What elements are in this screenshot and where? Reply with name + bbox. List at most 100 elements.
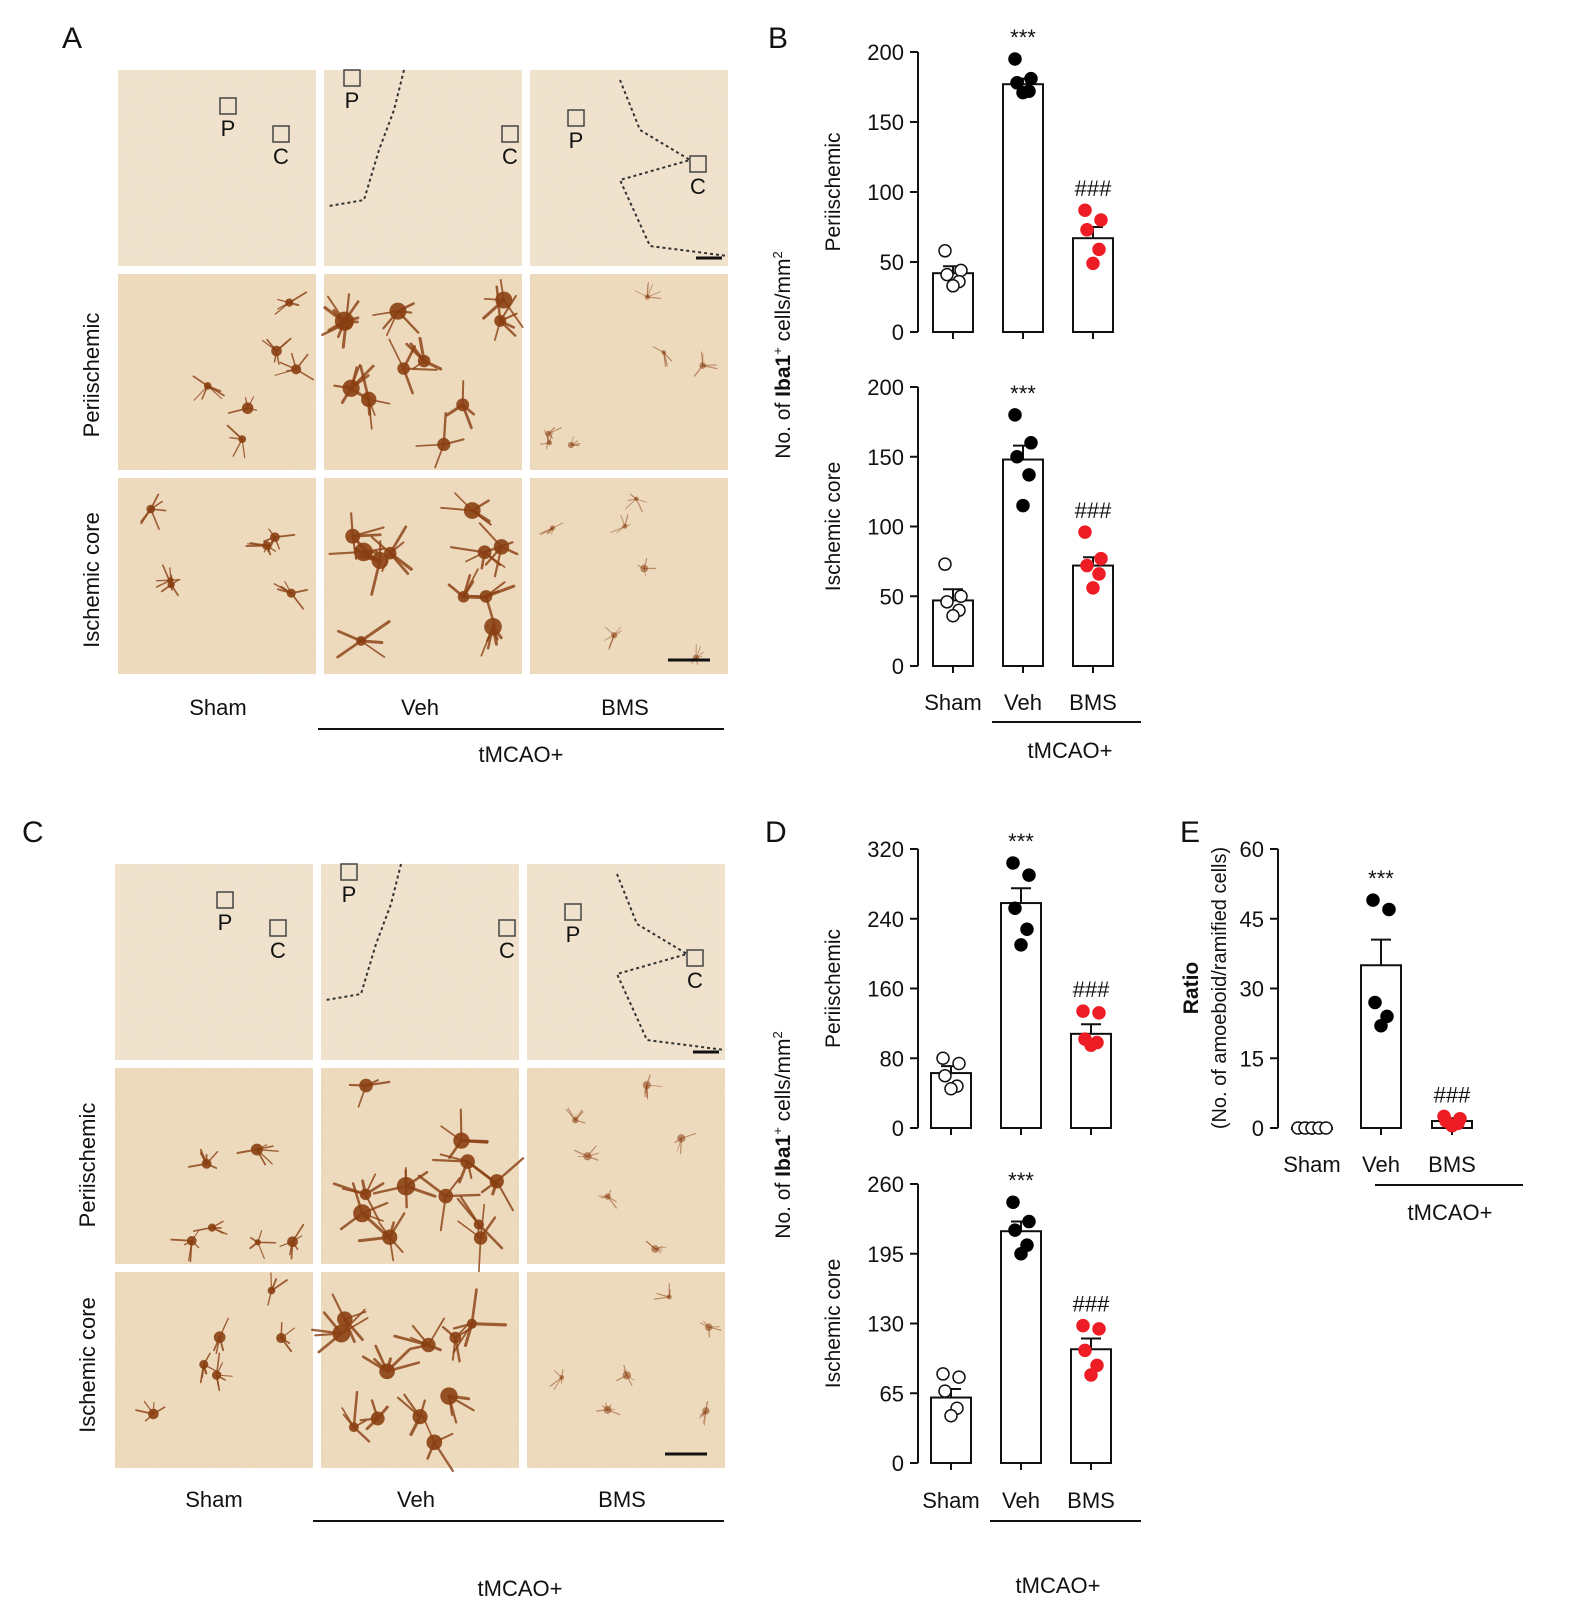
data-point	[944, 1409, 958, 1423]
microglia-cell	[276, 1322, 295, 1353]
micrograph-texture	[321, 1272, 519, 1468]
microglia-cell	[538, 522, 564, 536]
microglia-cell	[565, 1107, 586, 1124]
significance-label: ***	[1010, 25, 1036, 50]
microglia-cell	[273, 581, 309, 610]
micrograph-texture	[321, 864, 519, 1060]
data-point	[1008, 408, 1022, 422]
data-point	[1092, 567, 1106, 581]
data-point	[1008, 52, 1022, 66]
ylabel-e-sub: (No. of amoeboid/ramified cells)	[1209, 847, 1231, 1129]
y-tick-label: 0	[892, 1451, 904, 1476]
data-point	[1445, 1118, 1459, 1133]
micrograph-a-r0-c2: PC	[530, 70, 729, 266]
y-tick-label: 0	[892, 320, 904, 345]
chart-d-top: 0 80 160 240 320 Periischemic *** ###	[822, 829, 1112, 1141]
data-point	[936, 1051, 950, 1065]
data-point	[938, 557, 952, 571]
marker-box-p	[343, 69, 361, 87]
y-tick-label: 130	[867, 1312, 904, 1337]
microglia-cell	[135, 1400, 166, 1422]
micrograph-c-r1-c2	[527, 1068, 725, 1264]
microglia-cell	[645, 1240, 667, 1254]
data-point	[1092, 1322, 1106, 1336]
category-label-bms: BMS	[1067, 1488, 1115, 1513]
microglia-cell	[341, 1390, 371, 1443]
data-point	[938, 1384, 952, 1398]
data-point	[952, 1370, 966, 1384]
microglia-cell	[326, 295, 360, 338]
microglia-cell	[357, 1212, 406, 1262]
bar-veh	[1000, 1230, 1042, 1464]
col-label-a-veh: Veh	[401, 695, 439, 720]
micrograph-c-r2-c1	[311, 1272, 519, 1473]
row-label-a-ischemic-core: Ischemic core	[79, 512, 104, 648]
micrograph-a-r1-c2	[530, 274, 728, 470]
row-label-a-periischemic: Periischemic	[79, 313, 104, 438]
ylabel-d-sup2: 2	[770, 1031, 785, 1038]
category-label-bms: BMS	[1428, 1152, 1476, 1177]
chart-ylabel: Ischemic core	[822, 1259, 845, 1389]
data-point	[1380, 1009, 1394, 1024]
microglia-cell	[422, 1415, 454, 1473]
y-tick-label: 65	[880, 1381, 904, 1406]
ylabel-b-sup: +	[770, 347, 785, 355]
microglia-cell	[440, 1387, 475, 1424]
group-label-d: tMCAO+	[1016, 1573, 1101, 1598]
infarct-boundary	[618, 79, 729, 257]
microglia-cell	[160, 564, 180, 597]
marker-box-c	[269, 919, 287, 937]
bar-charts: 050100150200Periischemic***###0501001502…	[822, 25, 1476, 1513]
y-tick-label: 260	[867, 1172, 904, 1197]
microglia-cell	[417, 1174, 481, 1232]
micrograph-a-r1-c1	[321, 274, 524, 470]
marker-box-c	[498, 919, 516, 937]
y-tick-label: 160	[867, 977, 904, 1002]
microglia-cell	[331, 1293, 367, 1343]
microglia-cell	[348, 1078, 391, 1108]
data-point	[1010, 76, 1024, 90]
marker-label-p: P	[342, 882, 357, 907]
panel-letter-e: E	[1180, 816, 1200, 849]
microglia-cell	[170, 1230, 200, 1263]
marker-box-c	[501, 125, 519, 143]
microglia-cell	[339, 1182, 390, 1238]
data-point	[938, 244, 952, 258]
microglia-cell	[693, 351, 718, 377]
microglia-cell	[361, 1344, 421, 1380]
col-label-c-veh: Veh	[397, 1487, 435, 1512]
ylabel-b-prefix: No. of	[772, 397, 795, 459]
marker-label-p: P	[566, 922, 581, 947]
microglia-cell	[482, 279, 524, 329]
panel-letter-c: C	[22, 816, 44, 849]
significance-label: ***	[1010, 381, 1036, 406]
y-tick-label: 0	[892, 1116, 904, 1141]
microglia-cell	[249, 1230, 277, 1260]
micrograph-texture	[527, 1068, 725, 1264]
row-label-c-ischemic-core: Ischemic core	[75, 1297, 100, 1433]
y-tick-label: 60	[1240, 837, 1264, 862]
data-point	[1076, 1004, 1090, 1018]
microglia-cell	[637, 557, 657, 577]
micrograph-texture	[527, 864, 725, 1060]
data-point	[1022, 1214, 1036, 1229]
marker-box-p	[340, 863, 358, 881]
category-label-veh: Veh	[1004, 690, 1042, 715]
data-point	[1084, 1038, 1098, 1052]
y-tick-label: 320	[867, 837, 904, 862]
microglia-cell	[480, 1157, 525, 1212]
chart-b-top: 0 50 100 150 200 Periischemic *** ###	[822, 25, 1114, 345]
panel-letter-b: B	[768, 22, 788, 55]
microglia-cell	[573, 1145, 600, 1161]
microglia-cell	[674, 1133, 697, 1155]
data-point	[1020, 922, 1034, 936]
data-point	[1368, 995, 1382, 1010]
micrograph-texture	[530, 274, 728, 470]
micrograph-c-r2-c2	[527, 1272, 725, 1468]
microglia-cell	[598, 1189, 617, 1209]
microglia-cell	[372, 1166, 437, 1209]
data-point	[946, 609, 960, 623]
marker-box-c	[689, 155, 707, 173]
